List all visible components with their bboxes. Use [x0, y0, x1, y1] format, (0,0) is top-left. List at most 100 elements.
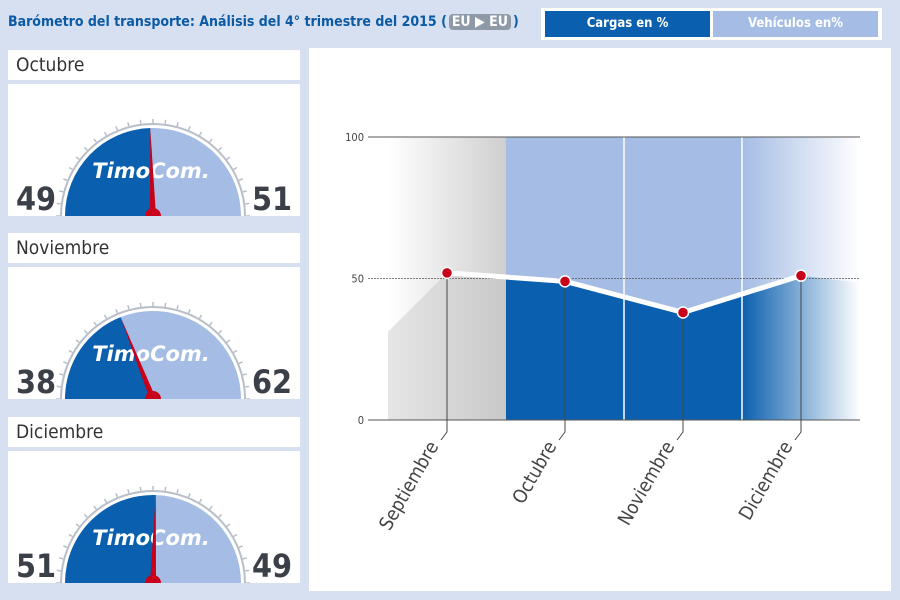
gauge-tick	[238, 361, 243, 365]
gauge-rim	[60, 306, 246, 400]
x-tick-label: Septiembre	[375, 438, 443, 535]
gauge-tick	[59, 557, 64, 560]
gauge-tick	[198, 314, 203, 319]
gauge-tick	[59, 373, 64, 376]
cargas-button[interactable]: Cargas en %	[545, 11, 710, 37]
leader-line	[676, 312, 684, 441]
timocom-logo: TimoCom.	[92, 526, 210, 550]
gauge-tick	[242, 190, 247, 193]
gauge-tick	[103, 498, 108, 503]
vehiculos-sector	[153, 495, 241, 583]
gauge-tick	[75, 523, 80, 527]
gauge-tick	[226, 523, 231, 527]
gauge-tick	[233, 349, 238, 354]
route-badge: EU ▶ EU	[448, 14, 511, 30]
gauge-tick	[68, 533, 73, 538]
cargas-value: 38	[16, 363, 57, 401]
gauge-rim	[60, 123, 246, 217]
month-text: Diciembre	[16, 421, 104, 443]
gauge-tick	[75, 156, 80, 160]
gauge-tick	[83, 513, 88, 518]
x-tick-label: Noviembre	[614, 438, 680, 530]
y-tick-label: 100	[345, 131, 364, 144]
gauge-tick	[164, 302, 167, 307]
gauge-tick	[245, 569, 250, 572]
gauge-tick	[83, 146, 88, 151]
gauge-tick	[63, 545, 68, 549]
gauge-tick	[115, 309, 119, 314]
data-point	[676, 306, 690, 319]
vehiculos-sector	[150, 128, 241, 216]
x-tick-label: Octubre	[508, 438, 561, 508]
page-title: Barómetro del transporte: Análisis del 4…	[8, 14, 519, 30]
gauge-panel: TimoCom. 51 49	[8, 451, 300, 591]
month-text: Noviembre	[16, 237, 110, 259]
gauge-needle	[120, 317, 156, 401]
gauge-tick	[209, 321, 213, 326]
leader-line	[794, 275, 802, 441]
gauge-tick	[209, 138, 213, 143]
month-label: Octubre	[8, 50, 300, 80]
gauge-tick	[139, 486, 142, 491]
gauge-tick	[68, 349, 73, 354]
leader-line	[558, 281, 566, 441]
gauge-tick	[127, 122, 130, 127]
gauge-tick	[233, 533, 238, 538]
gauge-tick	[127, 489, 130, 494]
y-tick-label: 50	[351, 273, 364, 286]
gauge-tick	[93, 138, 97, 143]
cargas-sector	[65, 128, 153, 216]
paren: (	[441, 14, 447, 30]
leader-line	[440, 272, 448, 441]
timocom-logo: TimoCom.	[92, 342, 210, 366]
gauge-tick	[242, 373, 247, 376]
gauge-tick	[63, 361, 68, 365]
vehiculos-value: 51	[251, 180, 292, 218]
gauge-tick	[218, 513, 223, 518]
gauge-tick	[218, 329, 223, 334]
gauge-tick	[226, 156, 231, 160]
gauge-tick	[75, 339, 80, 343]
gauge-tick	[63, 178, 68, 182]
gauge-tick	[56, 569, 61, 572]
gauge-tick	[139, 302, 142, 307]
gauge-tick	[83, 329, 88, 334]
gauge-tick	[233, 166, 238, 171]
gauge-needle	[150, 495, 156, 584]
gauge-tick	[93, 505, 97, 510]
gauge-tick	[218, 146, 223, 151]
gauge-tick	[238, 545, 243, 549]
gauge-tick	[176, 305, 179, 310]
data-point	[794, 269, 808, 282]
x-tick-label: Diciembre	[735, 438, 798, 525]
gauge-tick	[176, 122, 179, 127]
vehiculos-sector	[120, 311, 241, 399]
gauge: TimoCom.	[56, 302, 250, 407]
title-text: Barómetro del transporte: Análisis del 4…	[8, 14, 437, 30]
gauge-needle	[150, 128, 156, 217]
cargas-value: 51	[16, 547, 57, 585]
gauge-tick	[93, 321, 97, 326]
gauge-tick	[127, 305, 130, 310]
vehiculos-value: 62	[251, 363, 292, 401]
gauge-tick	[176, 489, 179, 494]
y-tick-label: 0	[358, 414, 364, 427]
gauge-tick	[68, 166, 73, 171]
gauge-tick	[139, 119, 142, 124]
data-point	[558, 275, 572, 288]
gauge-tick	[198, 131, 203, 136]
month-label: Diciembre	[8, 417, 300, 447]
gauge-tick	[59, 190, 64, 193]
gauge-tick	[187, 126, 191, 131]
series-line	[446, 270, 802, 315]
gauge-tick	[103, 314, 108, 319]
gauge-tick	[198, 498, 203, 503]
gauge-tick	[238, 178, 243, 182]
vehiculos-button[interactable]: Vehículos en%	[713, 11, 878, 37]
gauge-tick	[226, 339, 231, 343]
gauge-tick	[242, 557, 247, 560]
month-label: Noviembre	[8, 233, 300, 263]
cargas-value: 49	[16, 180, 57, 218]
cargas-sector	[65, 495, 156, 583]
gauge-rim	[60, 490, 246, 584]
